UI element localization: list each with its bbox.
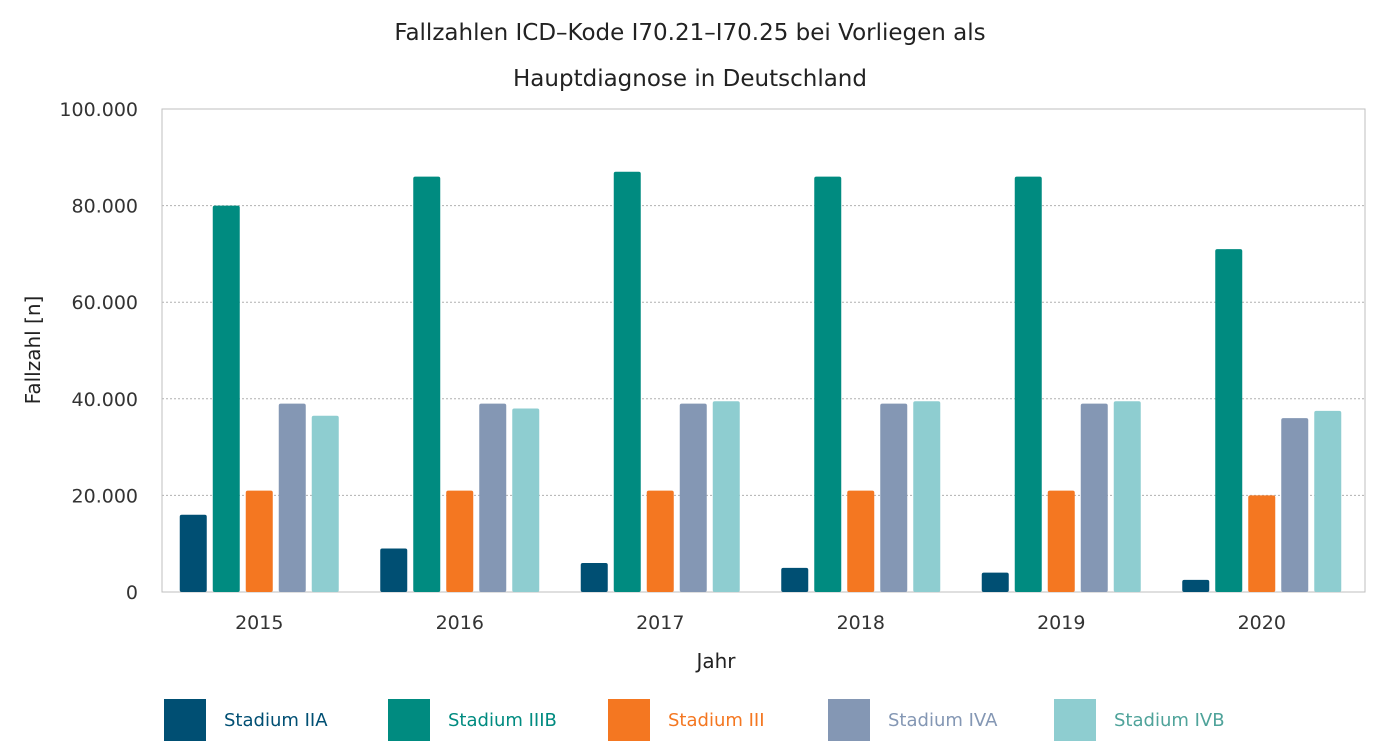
bar-stadium-iva-2019 xyxy=(1080,403,1108,592)
legend-label: Stadium IVA xyxy=(888,710,998,731)
bar-stadium-iii-2015 xyxy=(245,490,273,592)
bar-stadium-iia-2016 xyxy=(380,548,408,592)
x-tick-label: 2020 xyxy=(1238,612,1286,634)
bar-stadium-iva-2017 xyxy=(679,403,707,592)
gridlines xyxy=(162,205,1365,496)
bar-stadium-ivb-2017 xyxy=(712,401,740,592)
legend-label: Stadium III xyxy=(668,710,765,731)
bar-stadium-ivb-2019 xyxy=(1113,401,1141,592)
legend-label: Stadium IVB xyxy=(1114,710,1225,731)
x-axis-ticks: 2015 2016 2017 2018 2019 2020 xyxy=(235,612,1286,634)
chart-title-line-1: Fallzahlen ICD–Kode I70.21–I70.25 bei Vo… xyxy=(394,20,985,46)
x-tick-label: 2018 xyxy=(837,612,885,634)
legend-label: Stadium IIA xyxy=(224,710,328,731)
x-tick-label: 2016 xyxy=(436,612,484,634)
bar-stadium-ivb-2018 xyxy=(913,401,941,592)
bar-stadium-ivb-2020 xyxy=(1314,410,1342,592)
x-axis-label: Jahr xyxy=(694,649,736,673)
legend-swatch xyxy=(388,699,430,741)
bar-stadium-iiib-2015 xyxy=(212,205,240,592)
bar-stadium-iii-2016 xyxy=(446,490,474,592)
bar-stadium-iiib-2020 xyxy=(1215,249,1243,592)
bar-stadium-iia-2018 xyxy=(781,567,809,592)
bar-stadium-iva-2015 xyxy=(278,403,306,592)
x-tick-label: 2019 xyxy=(1037,612,1085,634)
bar-stadium-ivb-2015 xyxy=(311,415,339,592)
x-tick-label: 2017 xyxy=(636,612,684,634)
x-tick-label: 2015 xyxy=(235,612,283,634)
bar-stadium-iiib-2019 xyxy=(1014,176,1042,592)
bar-stadium-iia-2015 xyxy=(179,514,207,592)
y-tick-label: 40.000 xyxy=(72,389,138,411)
y-tick-label: 100.000 xyxy=(59,99,138,121)
y-axis-ticks: 0 20.000 40.000 60.000 80.000 100.000 xyxy=(59,99,138,604)
bar-stadium-iiib-2018 xyxy=(814,176,842,592)
legend-swatch xyxy=(164,699,206,741)
bar-stadium-iva-2018 xyxy=(880,403,908,592)
bar-stadium-iia-2020 xyxy=(1182,579,1210,592)
bar-stadium-iia-2019 xyxy=(981,572,1009,592)
bar-stadium-iva-2016 xyxy=(479,403,507,592)
legend-swatch xyxy=(828,699,870,741)
y-tick-label: 80.000 xyxy=(72,196,138,218)
bar-stadium-iii-2018 xyxy=(847,490,875,592)
y-tick-label: 20.000 xyxy=(72,485,138,507)
bar-stadium-iii-2020 xyxy=(1248,495,1276,592)
bar-stadium-iva-2020 xyxy=(1281,418,1309,592)
y-axis-label: Fallzahl [n] xyxy=(21,296,45,405)
legend: Stadium IIA Stadium IIIB Stadium III Stadiu… xyxy=(164,699,1225,741)
plot-area-frame xyxy=(161,108,1366,593)
chart-title-line-2: Hauptdiagnose in Deutschland xyxy=(513,66,867,92)
bar-stadium-iii-2017 xyxy=(646,490,674,592)
y-tick-label: 60.000 xyxy=(72,292,138,314)
y-tick-label: 0 xyxy=(126,582,138,604)
legend-label: Stadium IIIB xyxy=(448,710,557,731)
legend-swatch xyxy=(1054,699,1096,741)
bar-stadium-ivb-2016 xyxy=(512,408,540,592)
legend-swatch xyxy=(608,699,650,741)
bar-stadium-iiib-2017 xyxy=(613,171,641,593)
bar-stadium-iiib-2016 xyxy=(413,176,441,592)
bar-stadium-iia-2017 xyxy=(580,563,608,592)
bars xyxy=(179,171,1342,593)
bar-stadium-iii-2019 xyxy=(1047,490,1075,592)
